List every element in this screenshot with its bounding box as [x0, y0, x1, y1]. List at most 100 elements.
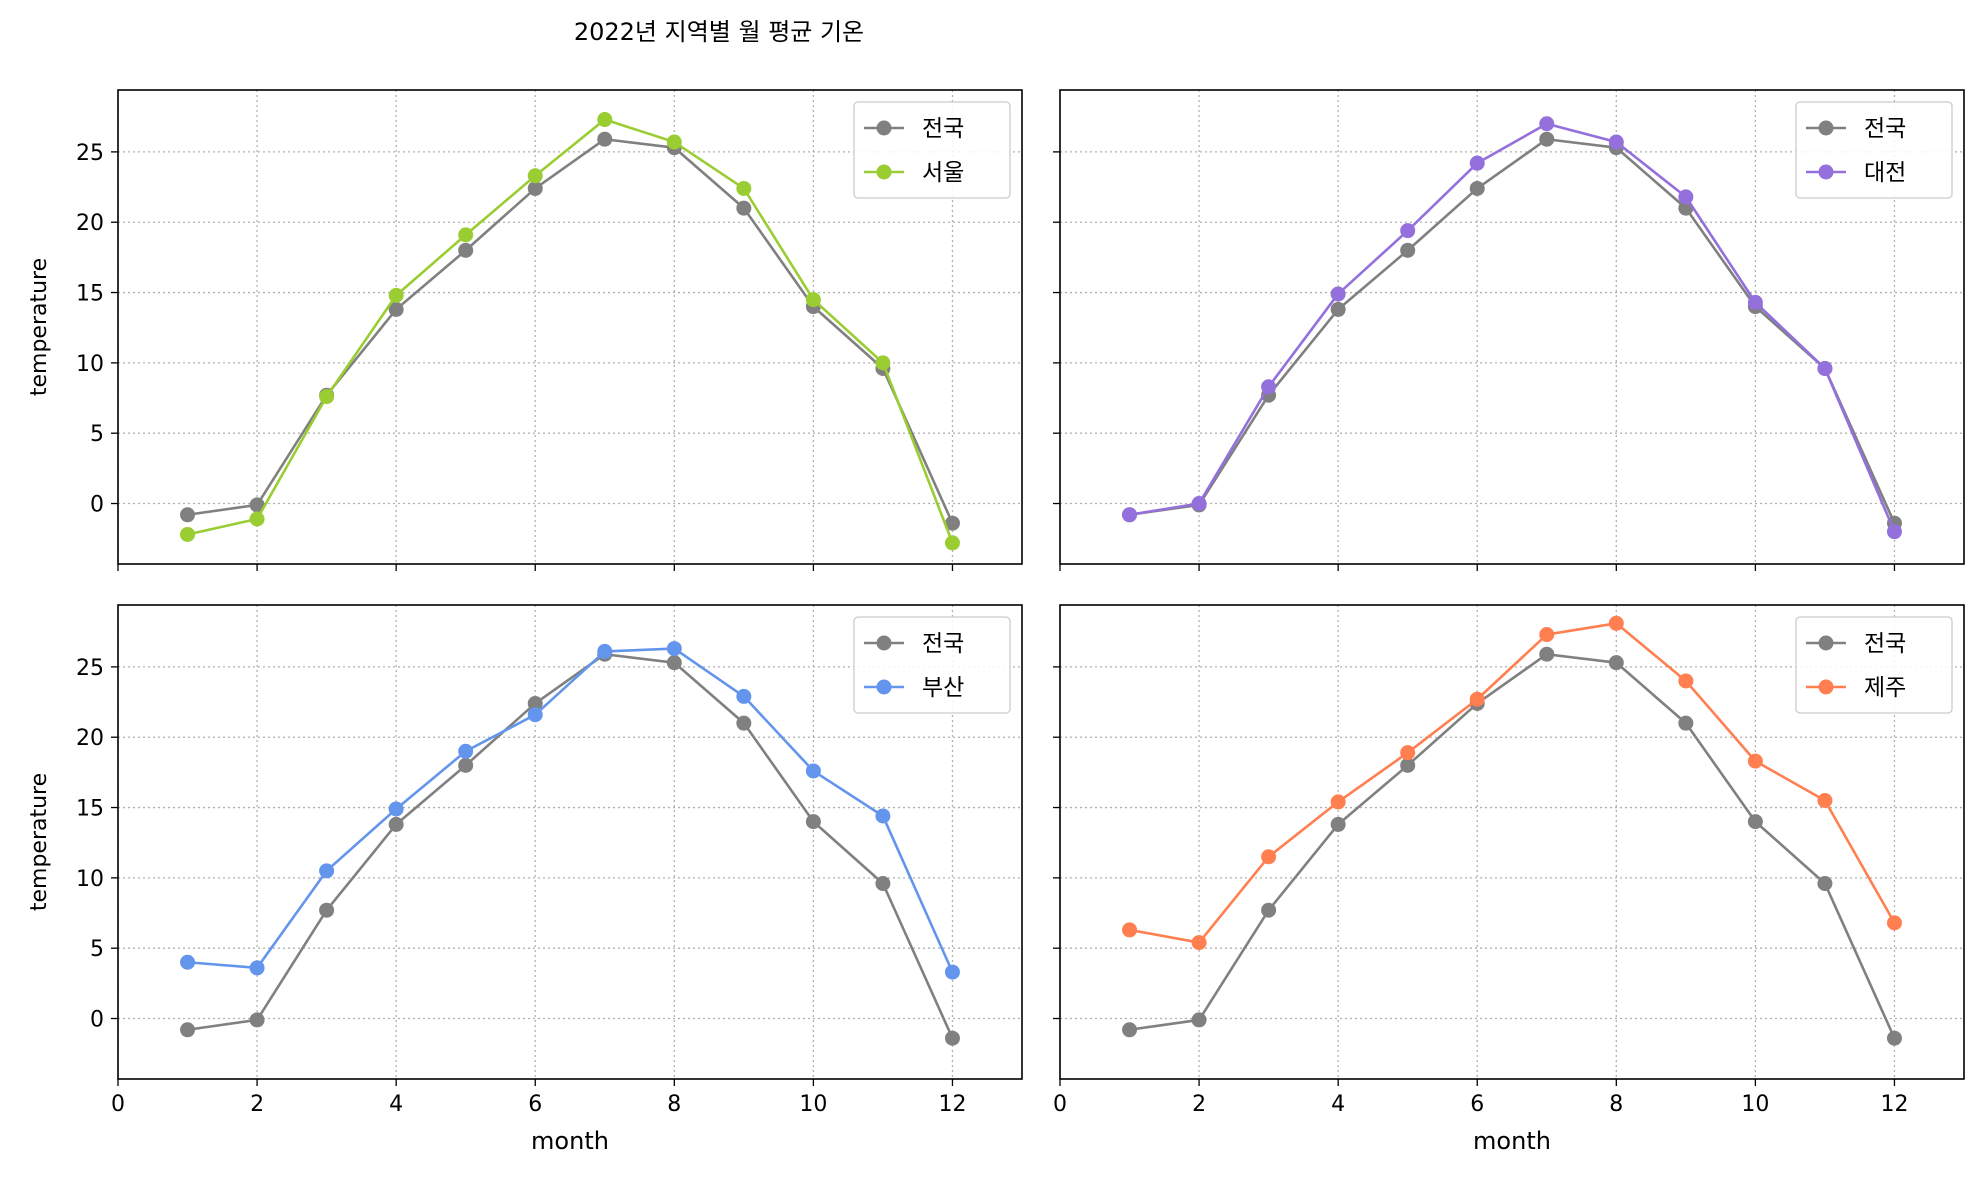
legend-marker — [876, 679, 892, 695]
series-line — [1129, 137, 1896, 524]
data-point — [1539, 131, 1555, 147]
data-point — [1400, 745, 1416, 761]
data-point — [1400, 757, 1416, 773]
x-tick-label: 10 — [799, 1092, 827, 1117]
data-point — [944, 964, 960, 980]
data-point — [1608, 615, 1624, 631]
data-point — [1678, 673, 1694, 689]
x-axis-label: month — [531, 1127, 609, 1155]
data-point — [319, 389, 335, 405]
data-point — [458, 743, 474, 759]
data-point — [1747, 753, 1763, 769]
data-point — [1330, 301, 1346, 317]
y-axis-label: temperature — [27, 773, 52, 911]
data-point — [597, 131, 613, 147]
data-point — [666, 134, 682, 150]
data-point — [1122, 1022, 1138, 1038]
data-point — [944, 535, 960, 551]
data-point — [736, 200, 752, 216]
series-2 — [180, 112, 960, 551]
y-tick-label: 10 — [76, 867, 104, 892]
data-point — [319, 863, 335, 879]
series-2 — [1122, 615, 1902, 951]
data-point — [1747, 294, 1763, 310]
y-tick-label: 0 — [90, 493, 104, 518]
x-tick-label: 10 — [1741, 1092, 1769, 1117]
data-point — [1469, 155, 1485, 171]
series-line — [1129, 621, 1896, 944]
data-point — [1400, 223, 1416, 239]
series-line — [187, 652, 954, 1039]
y-tick-label: 5 — [90, 422, 104, 447]
data-point — [597, 643, 613, 659]
data-point — [1539, 627, 1555, 643]
series-1 — [180, 131, 960, 531]
x-tick-label: 6 — [1470, 1092, 1484, 1117]
legend-marker — [1818, 679, 1834, 695]
y-tick-label: 20 — [76, 211, 104, 236]
series-2 — [1122, 116, 1902, 540]
data-point — [597, 112, 613, 128]
data-point — [180, 526, 196, 542]
data-point — [249, 511, 265, 527]
data-point — [1469, 691, 1485, 707]
x-tick-label: 4 — [1331, 1092, 1345, 1117]
data-point — [1608, 655, 1624, 671]
data-point — [180, 1022, 196, 1038]
legend-marker — [1818, 164, 1834, 180]
data-point — [805, 292, 821, 308]
series-line — [187, 118, 954, 544]
data-point — [1817, 875, 1833, 891]
legend-box — [853, 101, 1011, 199]
data-point — [944, 515, 960, 531]
legend-label: 전국 — [922, 631, 964, 657]
y-tick-label: 0 — [90, 1008, 104, 1033]
legend-marker — [876, 635, 892, 651]
data-point — [1261, 379, 1277, 395]
x-tick-label: 8 — [1609, 1092, 1623, 1117]
y-tick-label: 25 — [76, 656, 104, 681]
series-line — [187, 647, 954, 973]
legend-label: 전국 — [1864, 631, 1906, 657]
data-point — [736, 688, 752, 704]
y-tick-label: 20 — [76, 726, 104, 751]
legend-label: 전국 — [1864, 116, 1906, 142]
data-point — [458, 227, 474, 243]
data-point — [1817, 793, 1833, 809]
data-point — [805, 814, 821, 830]
x-tick-label: 4 — [389, 1092, 403, 1117]
x-tick-label: 8 — [667, 1092, 681, 1117]
data-point — [527, 707, 543, 723]
data-point — [388, 301, 404, 317]
data-point — [1122, 922, 1138, 938]
data-point — [1261, 849, 1277, 865]
data-point — [1191, 1012, 1207, 1028]
data-point — [875, 875, 891, 891]
data-point — [527, 695, 543, 711]
legend-box — [853, 616, 1011, 714]
data-point — [805, 763, 821, 779]
legend-box — [1795, 101, 1953, 199]
data-point — [1122, 507, 1138, 523]
data-point — [736, 715, 752, 731]
figure-title: 2022년 지역별 월 평균 기온 — [574, 18, 864, 46]
data-point — [458, 757, 474, 773]
series-line — [1129, 652, 1896, 1039]
y-tick-label: 25 — [76, 141, 104, 166]
axes-frame — [1059, 604, 1965, 1080]
data-point — [736, 180, 752, 196]
data-point — [1400, 242, 1416, 258]
axes-frame — [117, 604, 1023, 1080]
data-point — [1330, 794, 1346, 810]
data-point — [1330, 286, 1346, 302]
data-point — [527, 168, 543, 184]
y-tick-label: 15 — [76, 797, 104, 822]
x-tick-label: 6 — [528, 1092, 542, 1117]
legend-label: 전국 — [922, 116, 964, 142]
x-axis-label: month — [1473, 1127, 1551, 1155]
x-tick-label: 12 — [938, 1092, 966, 1117]
